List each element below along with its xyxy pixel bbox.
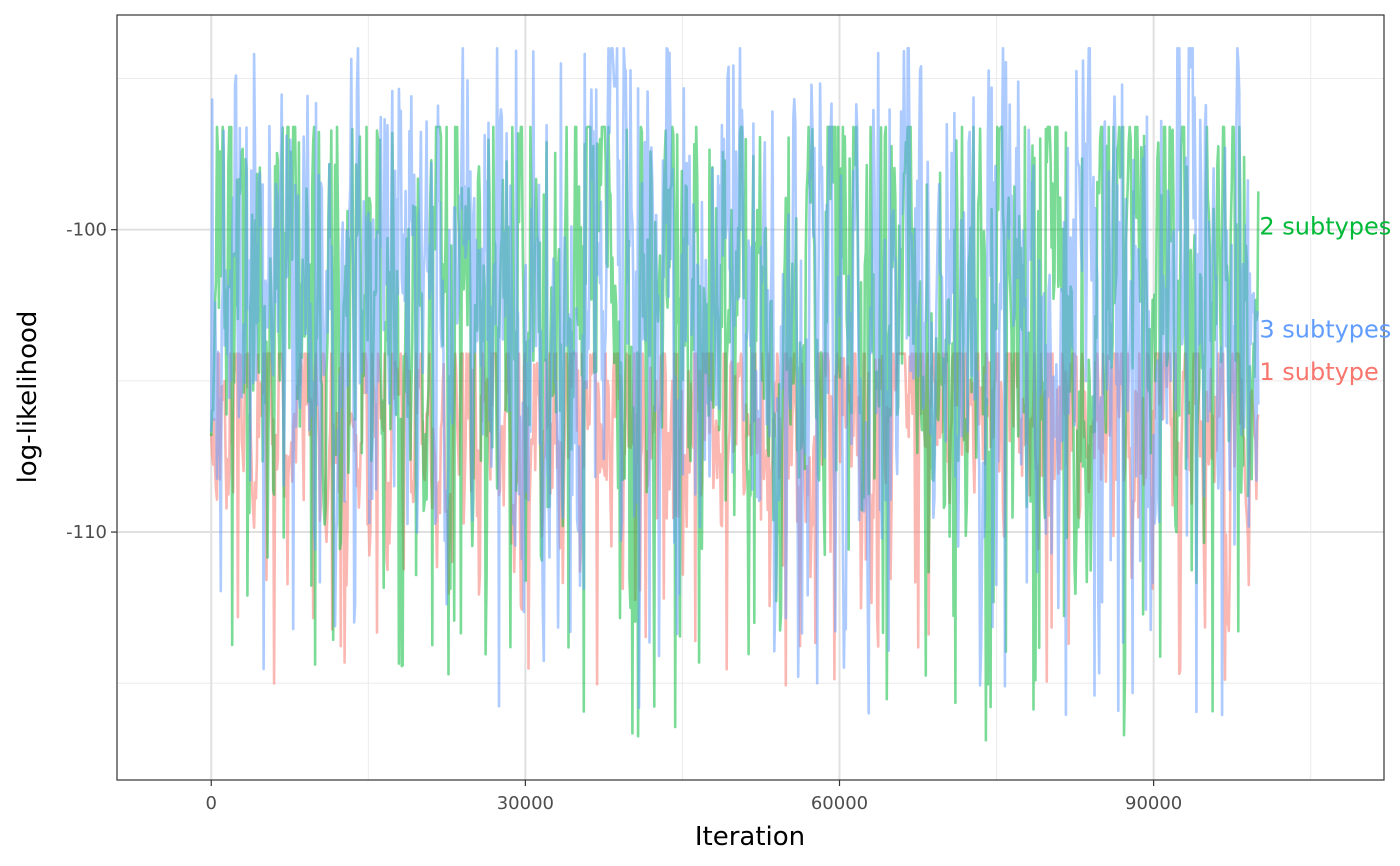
y-axis-title: log-likelihood [13,311,43,484]
x-tick-label: 60000 [811,793,868,814]
series-label-2-subtypes: 2 subtypes [1259,213,1391,241]
x-tick-label: 0 [206,793,217,814]
series-traces [209,46,1260,742]
axes: 0 30000 60000 90000 -100 -110 [66,220,1182,814]
y-tick-label: -100 [66,220,107,241]
trace-line-3-subtypes [209,46,1260,717]
series-label-3-subtypes: 3 subtypes [1259,315,1391,343]
y-tick-label: -110 [66,522,107,543]
series-labels: 1 subtype 2 subtypes 3 subtypes [1259,213,1391,386]
x-axis-title: Iteration [695,822,805,852]
plot-border [116,14,1385,781]
x-tick-label: 30000 [497,793,554,814]
series-label-1-subtype: 1 subtype [1259,358,1378,386]
x-tick-label: 90000 [1125,793,1182,814]
trace-line-2-subtypes [209,125,1260,742]
